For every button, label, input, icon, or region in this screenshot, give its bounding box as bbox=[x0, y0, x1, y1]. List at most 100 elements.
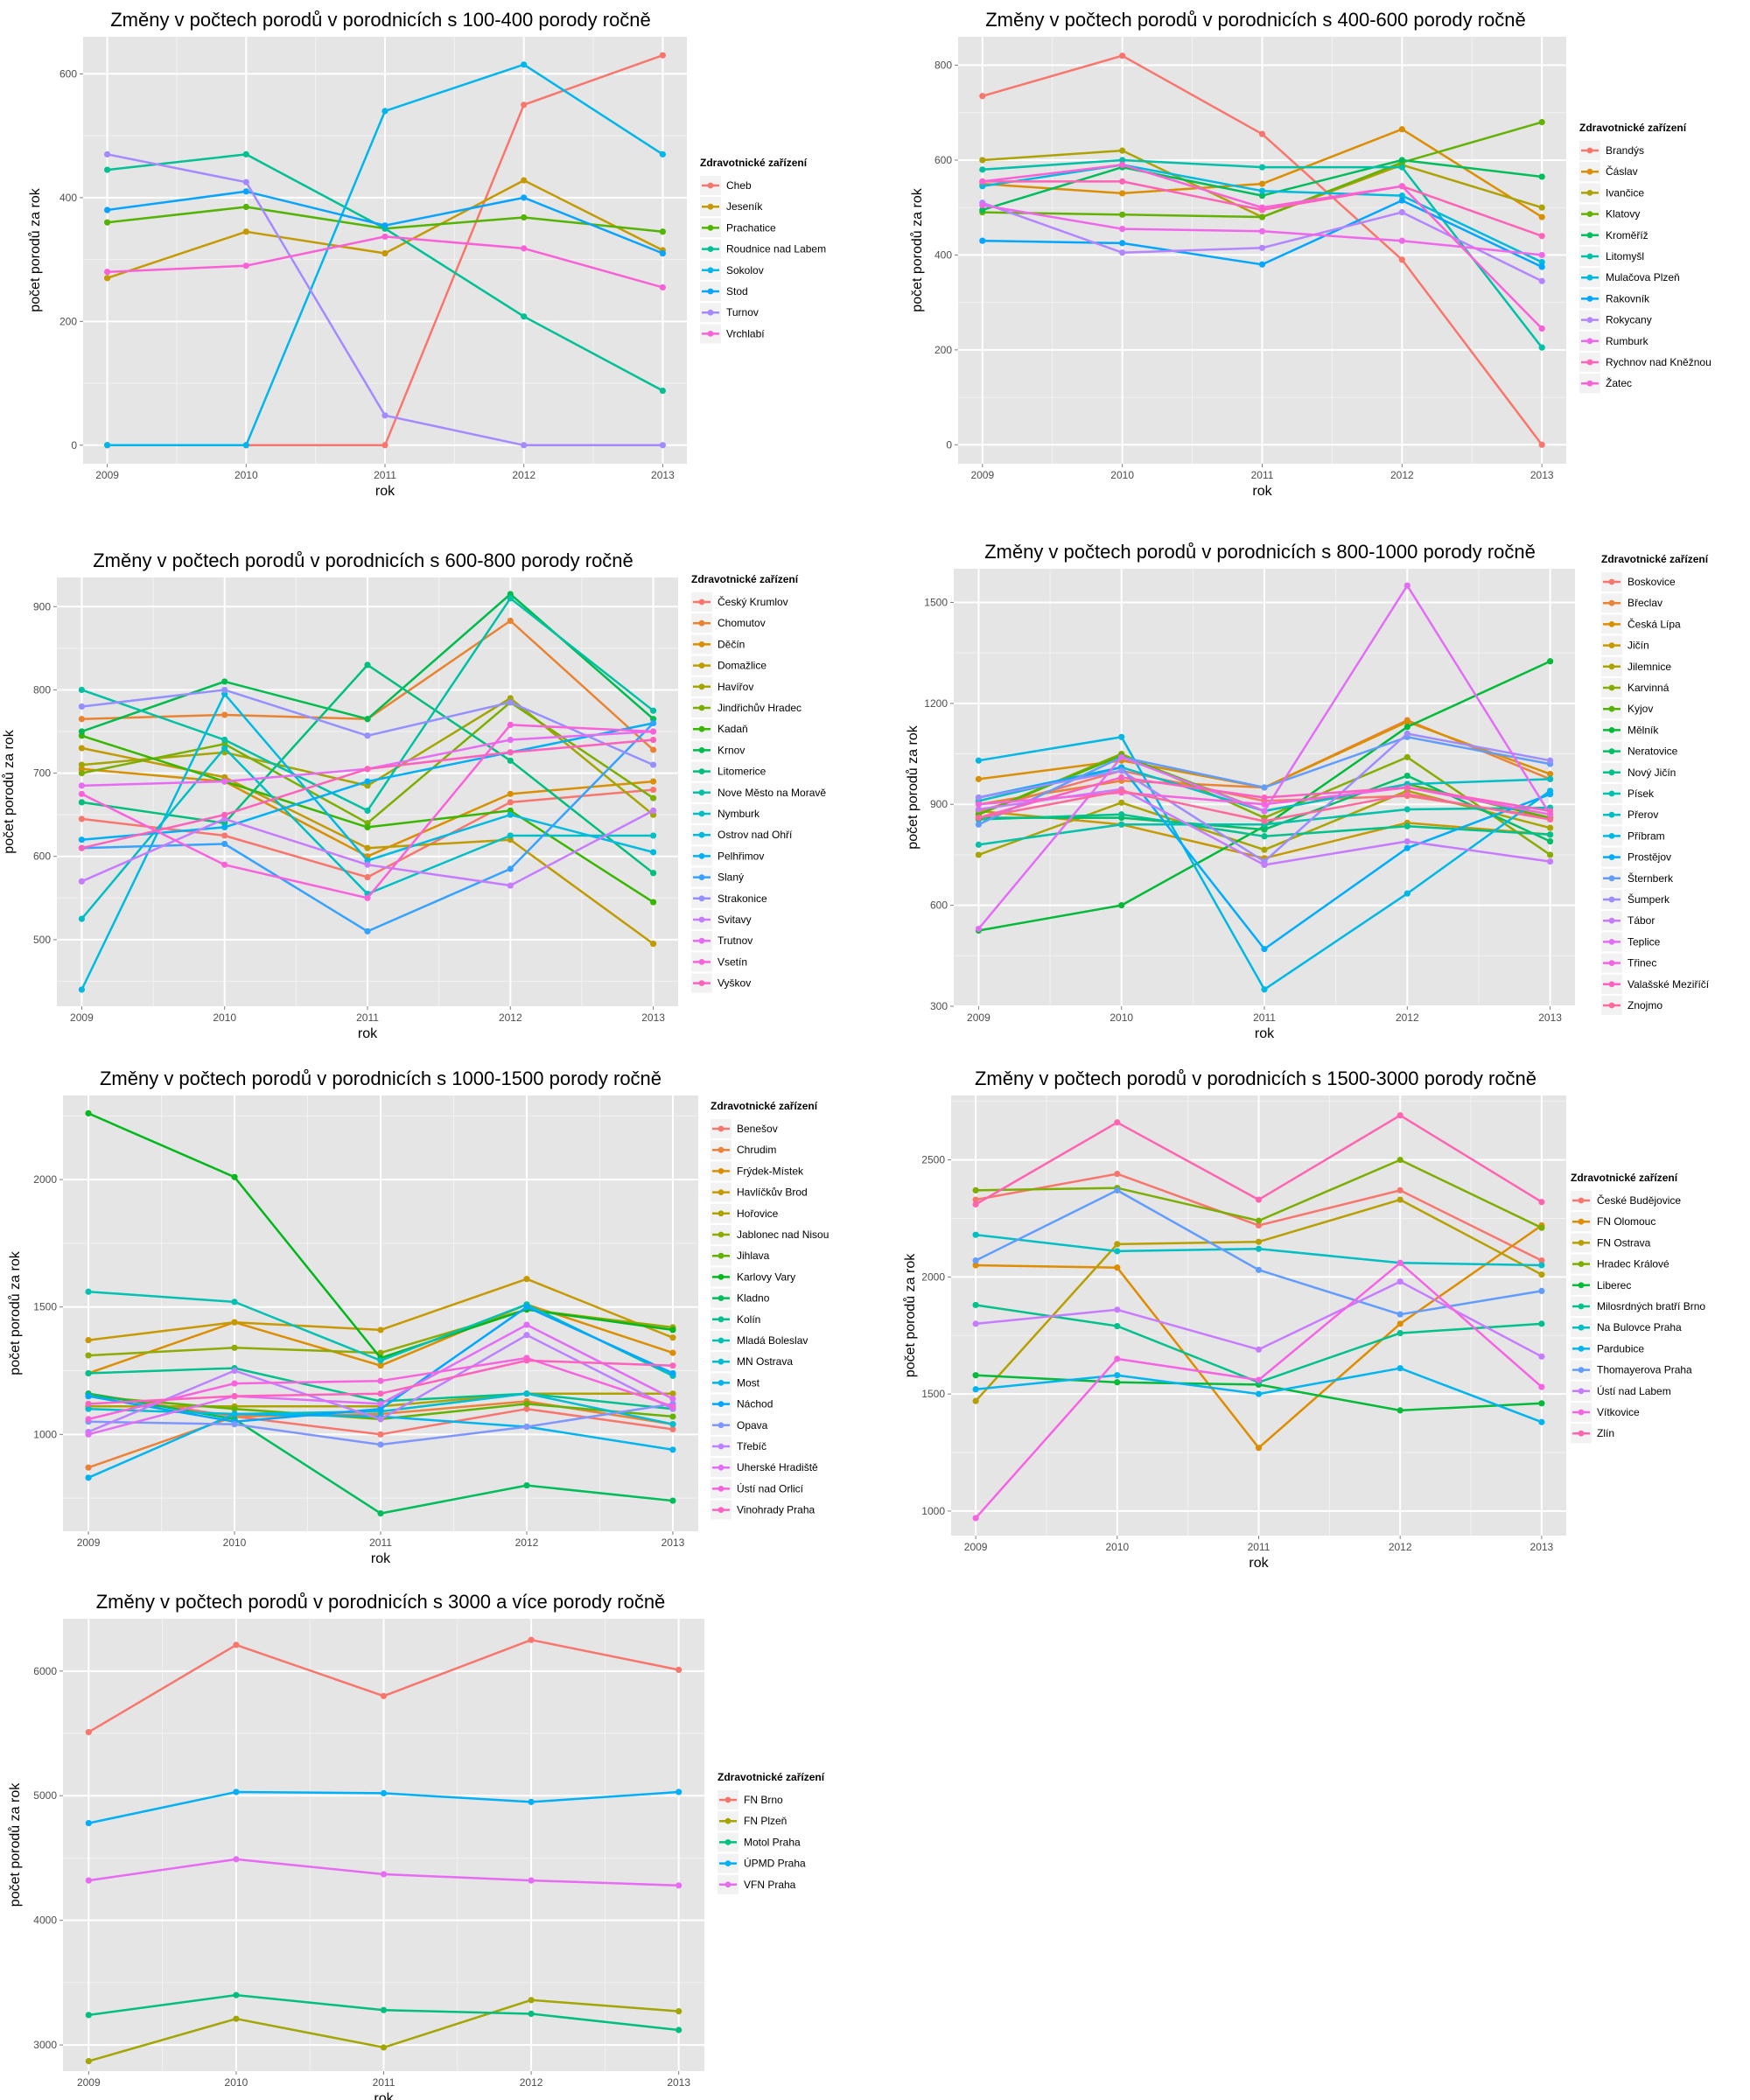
data-point-litomerice bbox=[364, 662, 371, 668]
legend-label-kyjov: Kyjov bbox=[1628, 703, 1653, 715]
data-point-usti-nad-orlici bbox=[85, 1416, 92, 1423]
legend-key-point-horovice bbox=[718, 1210, 724, 1217]
legend-label-jicin: Jičín bbox=[1628, 640, 1649, 652]
data-point-fn-brno bbox=[676, 1666, 682, 1673]
legend-key-point-uherske-hradiste bbox=[718, 1464, 724, 1471]
x-axis-label: rok bbox=[371, 1551, 391, 1566]
legend-label-vrchlabi: Vrchlabí bbox=[726, 327, 765, 340]
legend-key-point-jesenik bbox=[707, 203, 714, 210]
y-axis-label: počet porodů za rok bbox=[902, 1253, 918, 1377]
legend-label-decin: Děčín bbox=[718, 638, 745, 650]
data-point-mulacova-plzen bbox=[979, 183, 986, 190]
data-point-pribram bbox=[1118, 733, 1125, 740]
legend-key-point-motol-praha bbox=[724, 1839, 732, 1845]
legend-key-point-opava bbox=[718, 1422, 724, 1429]
data-point-mulacova-plzen bbox=[1538, 258, 1545, 266]
legend-label-usti-nad-orlici: Ústí nad Orlicí bbox=[737, 1481, 804, 1494]
y-tick-label: 600 bbox=[60, 67, 77, 80]
y-axis-label: počet porodů za rok bbox=[7, 1782, 23, 1907]
data-point-zlin bbox=[1538, 1199, 1545, 1206]
data-point-vyskov bbox=[78, 844, 85, 851]
legend-key-point-fn-plzen bbox=[724, 1817, 732, 1824]
y-tick-label: 1000 bbox=[33, 1428, 57, 1440]
x-tick-label: 2012 bbox=[1389, 1541, 1412, 1553]
data-point-trutnov bbox=[221, 778, 228, 785]
data-point-zlin bbox=[972, 1200, 979, 1208]
data-point-roudnice-nad-labem bbox=[521, 313, 528, 320]
legend-key-point-most bbox=[718, 1380, 724, 1386]
data-point-kadan bbox=[364, 823, 371, 831]
data-point-krnov bbox=[364, 716, 371, 723]
legend-label-havlickuv-brod: Havlíčkův Brod bbox=[737, 1186, 808, 1199]
legend-label-karvinna: Karvinná bbox=[1628, 682, 1670, 694]
data-point-thomayerova-praha bbox=[1396, 1311, 1404, 1318]
data-point-ostrov-nad-ohri bbox=[78, 986, 85, 993]
data-point-melnik bbox=[1118, 902, 1125, 909]
legend-label-znojmo: Znojmo bbox=[1628, 999, 1662, 1012]
legend-key-point-zatec bbox=[1586, 380, 1593, 387]
legend-key-point-neratovice bbox=[1608, 748, 1615, 754]
legend-key-point-boskovice bbox=[1608, 578, 1615, 585]
data-point-pardubice bbox=[1114, 1372, 1121, 1379]
legend-key-point-milosrdnych-bratri-brno bbox=[1578, 1303, 1585, 1310]
chart-title: Změny v počtech porodů v porodnicích s 1… bbox=[100, 1068, 662, 1089]
data-point-opava bbox=[377, 1441, 384, 1448]
data-point-ivancice bbox=[979, 157, 986, 164]
data-point-pelhrimov bbox=[221, 823, 228, 831]
legend-label-uherske-hradiste: Uherské Hradiště bbox=[737, 1461, 818, 1474]
x-axis-label: rok bbox=[358, 1026, 378, 1041]
data-point-vrchlabi bbox=[104, 269, 111, 276]
legend-label-slany: Slaný bbox=[718, 872, 744, 884]
data-point-znojmo bbox=[975, 815, 982, 822]
data-point-usti-nad-labem bbox=[972, 1320, 979, 1327]
y-tick-label: 5000 bbox=[33, 1789, 57, 1802]
legend-label-ceske-budejovice: České Budějovice bbox=[1597, 1194, 1681, 1207]
legend-key-point-stod bbox=[707, 288, 714, 295]
data-point-fn-plzen bbox=[233, 2015, 240, 2022]
data-point-vrchlabi bbox=[242, 262, 249, 270]
legend-label-klatovy: Klatovy bbox=[1606, 208, 1640, 220]
data-point-upmd-praha bbox=[85, 1819, 92, 1827]
legend-label-prachatice: Prachatice bbox=[726, 221, 776, 234]
legend-label-teplice: Teplice bbox=[1628, 935, 1661, 948]
legend-label-nymburk: Nymburk bbox=[718, 808, 760, 820]
chart-title: Změny v počtech porodů v porodnicích s 3… bbox=[96, 1591, 666, 1613]
data-point-jablonec-nad-nisou bbox=[231, 1344, 238, 1351]
data-point-vfn-praha bbox=[380, 1871, 388, 1878]
data-point-motol-praha bbox=[233, 1992, 240, 1998]
legend-title: Zdravotnické zařízení bbox=[718, 1771, 825, 1783]
legend-key-point-mlada-boleslav bbox=[718, 1337, 724, 1344]
data-point-fn-brno bbox=[528, 1636, 535, 1643]
data-point-karlovy-vary bbox=[85, 1110, 92, 1116]
x-tick-label: 2009 bbox=[967, 1012, 990, 1024]
data-point-pardubice bbox=[1538, 1418, 1545, 1425]
data-point-stod bbox=[242, 188, 249, 195]
data-point-litomysl bbox=[979, 166, 986, 173]
data-point-havlickuv-brod bbox=[231, 1319, 238, 1326]
data-point-ceske-budejovice bbox=[1396, 1186, 1404, 1194]
data-point-mn-ostrava bbox=[669, 1421, 676, 1428]
data-point-rakovnik bbox=[1119, 240, 1126, 247]
legend-key-point-chrudim bbox=[718, 1146, 724, 1153]
legend-key-point-pardubice bbox=[1578, 1346, 1585, 1352]
legend-key-point-thomayerova-praha bbox=[1578, 1367, 1585, 1373]
legend-key-point-valasske-mezirici bbox=[1608, 981, 1615, 988]
x-tick-label: 2013 bbox=[1530, 1541, 1554, 1553]
legend-key-point-sokolov bbox=[707, 267, 714, 274]
data-point-jilemnice bbox=[1118, 799, 1125, 806]
legend-label-breclav: Břeclav bbox=[1628, 597, 1662, 609]
legend-label-neratovice: Neratovice bbox=[1628, 746, 1678, 758]
chart-svg: 500 600 700 800 900 2009 2010 2011 2012 2013 Změny… bbox=[1, 550, 826, 1041]
data-point-rakovnik bbox=[1398, 197, 1405, 204]
data-point-nachod bbox=[669, 1369, 676, 1377]
data-point-fn-ostrava bbox=[1114, 1241, 1121, 1248]
x-tick-label: 2011 bbox=[356, 1012, 379, 1024]
data-point-pribram bbox=[1261, 986, 1268, 993]
legend-label-havirov: Havířov bbox=[718, 681, 753, 693]
data-point-hradec-kralove bbox=[1255, 1217, 1263, 1224]
y-tick-label: 1500 bbox=[921, 1388, 945, 1400]
legend-label-rokycany: Rokycany bbox=[1606, 314, 1652, 326]
legend-key-point-na-bulovce-praha bbox=[1578, 1324, 1585, 1331]
data-point-vsetin bbox=[507, 721, 514, 729]
data-point-jindrichuv-hradec bbox=[78, 769, 85, 777]
